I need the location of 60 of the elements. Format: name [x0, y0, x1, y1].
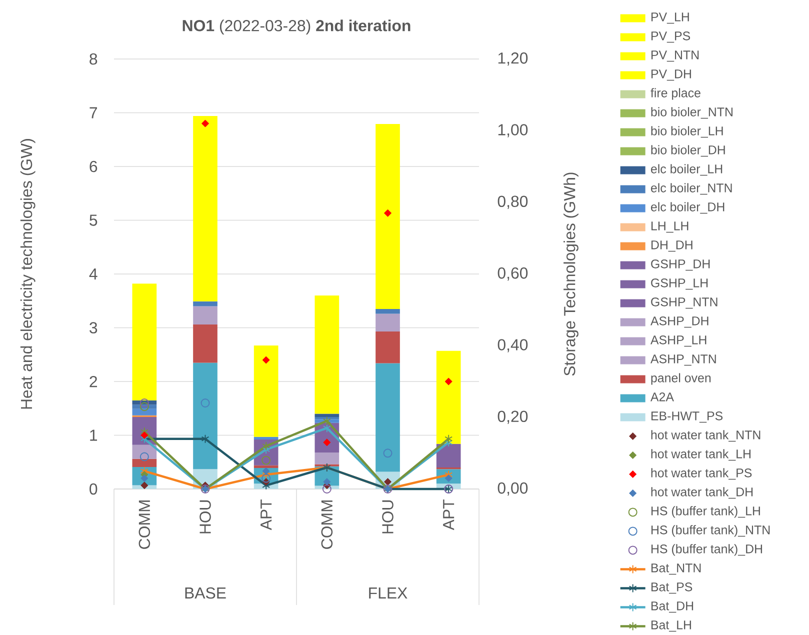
legend-label: hot water tank_LH [651, 449, 750, 461]
legend-label: A2A [650, 392, 674, 402]
legend-label: bio bioler_LH [651, 126, 723, 138]
legend-label: hot water tank_NTN [651, 430, 760, 442]
legend-label: hot water tank_PS [651, 468, 752, 480]
legend-label: bio bioler_DH [651, 145, 725, 157]
legend-label: Bat_LH [651, 620, 691, 632]
legend-label: EB-HWT_PS [651, 412, 723, 423]
y-tick-label: 4 [89, 268, 98, 280]
legend-label: PV_NTN [651, 50, 699, 62]
y-tick-label: 1 [90, 430, 98, 441]
legend-label: elc boiler_DH [650, 202, 724, 214]
y2-tick-label: 1,00 [498, 124, 528, 138]
legend-label: HS (buffer tank)_LH [651, 506, 760, 518]
y-tick-label: 7 [90, 107, 97, 118]
legend-label: ASHP_LH [650, 336, 706, 347]
x-tick-label: APT [443, 500, 454, 530]
y2-tick-label: 1,20 [498, 52, 528, 66]
x-tick-label: COMM [321, 500, 333, 549]
legend-label: HS (buffer tank)_NTN [651, 525, 770, 537]
legend-label: PV_DH [651, 70, 691, 81]
legend-label: panel oven [651, 373, 711, 385]
legend-label: Bat_DH [651, 602, 694, 613]
legend-label: elc boiler_NTN [650, 183, 732, 195]
legend-label: GSHP_DH [651, 260, 710, 271]
legend-label: ASHP_NTN [650, 354, 716, 366]
y-tick-label: 5 [90, 214, 98, 226]
y2-tick-label: 0,80 [498, 196, 528, 209]
y2-tick-label: 0,60 [498, 267, 528, 281]
legend-label: GSHP_LH [651, 278, 708, 290]
legend-label: PV_LH [651, 12, 689, 24]
y2-tick-label: 0,40 [498, 339, 528, 352]
y2-axis-title: Storage Technologies (GWh) [564, 172, 578, 376]
y2-tick-label: 0,20 [498, 410, 528, 424]
legend-label: ASHP_DH [650, 316, 708, 328]
x-tick-label: HOU [200, 500, 211, 534]
y2-tick-label: 0,00 [498, 482, 528, 496]
y-tick-label: 2 [90, 376, 97, 388]
text: FLEX [369, 588, 408, 598]
y-axis-title: Heat and electricity technologies (GW) [20, 139, 36, 409]
chart-title: NO1 (2022-03-28) 2nd iteration [182, 20, 410, 34]
y-tick-label: 0 [90, 483, 98, 495]
legend-label: fire place [650, 88, 700, 100]
legend-label: PV_PS [651, 32, 690, 43]
legend-label: Bat_NTN [651, 564, 701, 575]
legend-label: bio bioler_NTN [651, 107, 732, 119]
text: BASE [185, 587, 226, 599]
x-tick-label: COMM [138, 500, 150, 549]
legend-label: LH_LH [651, 222, 688, 233]
y-tick-label: 6 [90, 160, 98, 172]
legend-label: HS (buffer tank)_DH [651, 544, 762, 556]
legend-label: hot water tank_DH [651, 487, 753, 499]
y-tick-label: 8 [90, 53, 98, 65]
x-tick-label: APT [260, 500, 272, 530]
x-tick-label: HOU [382, 500, 394, 534]
legend-label: Bat_PS [651, 582, 692, 594]
legend-label: GSHP_NTN [651, 298, 718, 309]
legend-label: DH_DH [651, 240, 692, 252]
legend-label: elc boiler_LH [650, 164, 722, 176]
y-tick-label: 3 [90, 322, 98, 334]
